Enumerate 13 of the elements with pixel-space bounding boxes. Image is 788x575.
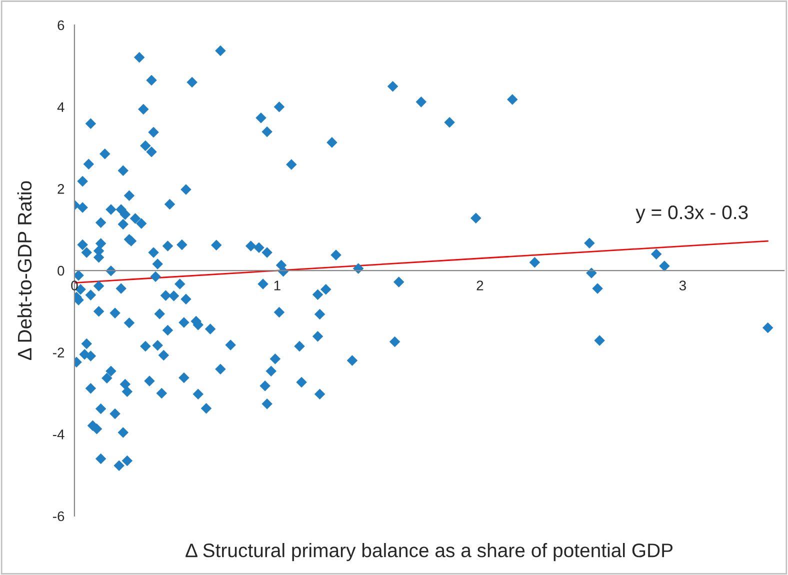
y-tick-label: 6	[58, 20, 64, 30]
y-tick-label: -4	[53, 430, 64, 440]
y-tick-label: 2	[58, 184, 64, 194]
y-axis-title: Δ Debt-to-GDP Ratio	[17, 181, 32, 360]
x-tick-label: 1	[274, 280, 280, 290]
y-tick-label: 0	[58, 266, 64, 276]
x-axis-title: Δ Structural primary balance as a share of potential GDP	[186, 543, 673, 562]
annotation: y = 0.3x - 0.3	[636, 205, 748, 224]
x-tick-label: 2	[476, 280, 484, 290]
y-tick-label: 4	[57, 102, 64, 112]
y-tick-label: -2	[53, 348, 64, 358]
x-tick-label: 3	[679, 280, 686, 290]
y-tick-label: -6	[53, 511, 64, 522]
